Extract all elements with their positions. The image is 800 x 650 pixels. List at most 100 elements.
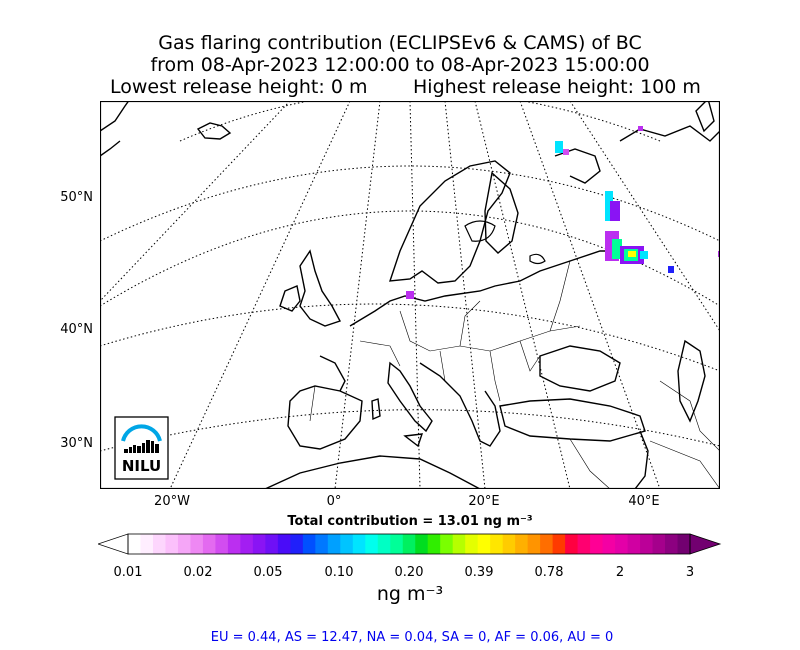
lowest-release-height: Lowest release height: 0 m — [110, 76, 368, 98]
coast-scandinavia — [388, 160, 511, 284]
colorbar-cell — [315, 534, 329, 554]
plume-west-siberia — [605, 191, 720, 273]
colorbar-cell — [477, 534, 491, 554]
coast-novaya — [695, 101, 715, 133]
colorbar-cell — [340, 534, 354, 554]
graticule-lon-0 — [334, 101, 381, 489]
title-line-2: from 08-Apr-2023 12:00:00 to 08-Apr-2023… — [150, 54, 650, 76]
graticule-lon-40 — [519, 101, 661, 489]
colorbar-cell — [390, 534, 404, 554]
colorbar-cell — [152, 534, 166, 554]
graticule-lat-30 — [100, 409, 720, 452]
colorbar-cell — [327, 534, 341, 554]
coast-sardinia — [371, 398, 381, 421]
colorbar-cell — [677, 534, 691, 554]
colorbar-cell — [665, 534, 678, 554]
logo-text: NILU — [122, 457, 161, 475]
title-line-1: Gas flaring contribution (ECLIPSEv6 & CA… — [158, 32, 642, 54]
colorbar-cell — [402, 534, 416, 554]
coast-france-west — [319, 355, 346, 392]
colorbar-cell — [490, 534, 504, 554]
colorbar-cell — [652, 534, 666, 554]
coast-balkans — [419, 362, 501, 447]
colorbar-cell — [627, 534, 641, 554]
colorbar-cell — [527, 534, 541, 554]
coast-finland — [484, 171, 519, 254]
coast-ireland — [279, 285, 301, 312]
coast-iberia — [287, 385, 363, 450]
colorbar-cell — [552, 534, 566, 554]
colorbar-unit: ng m⁻³ — [376, 583, 444, 605]
coast-british-isles — [299, 249, 342, 327]
colorbar-extend-high — [689, 533, 722, 555]
coast-iceland — [196, 122, 232, 140]
colorbar-tick-8: 3 — [685, 565, 695, 580]
colorbar-cell — [590, 534, 603, 554]
coast-europe-main — [349, 250, 620, 327]
lon-label-20e: 20°E — [468, 494, 500, 509]
graticule-lat-40 — [100, 303, 720, 372]
borders — [309, 260, 720, 489]
colorbar-cell — [540, 534, 554, 554]
regional-contributions: EU = 0.44, AS = 12.47, NA = 0.04, SA = 0… — [210, 630, 614, 645]
graticule-lat-70 — [179, 101, 661, 142]
coast-greenland — [100, 101, 130, 157]
colorbar-cell — [577, 534, 591, 554]
coast-italy — [387, 361, 433, 433]
coast-white-sea — [554, 148, 601, 184]
graticule-lon-30 — [474, 101, 571, 489]
colorbar-cell — [190, 534, 204, 554]
colorbar-extend-low — [98, 533, 129, 555]
colorbar-cell — [128, 534, 141, 554]
lat-label-30: 30°N — [60, 436, 93, 451]
colorbar-cell — [177, 534, 191, 554]
lat-label-40: 40°N — [60, 322, 93, 337]
colorbar-cell — [465, 534, 479, 554]
colorbar-cell — [215, 534, 229, 554]
lat-label-50: 50°N — [60, 190, 93, 205]
colorbar-cell — [565, 534, 578, 554]
plume-denmark — [406, 291, 414, 299]
lon-label-20w: 20°W — [154, 494, 190, 509]
colorbar-tick-0: 0.01 — [113, 565, 143, 580]
coast-caspian — [677, 339, 706, 423]
colorbar-cell — [240, 534, 254, 554]
lakes — [464, 220, 546, 265]
colorbar-cell — [265, 534, 279, 554]
colorbar-cell — [615, 534, 628, 554]
colorbar-cell — [202, 534, 216, 554]
colorbar-tick-5: 0.39 — [464, 565, 494, 580]
colorbar-tick-4: 0.20 — [394, 565, 424, 580]
map-frame — [100, 101, 720, 489]
colorbar-cell — [277, 534, 291, 554]
colorbar-cell — [502, 534, 516, 554]
map-panel: NILU — [100, 101, 720, 489]
lon-label-0: 0° — [326, 494, 342, 509]
graticule-lon-20 — [444, 101, 486, 489]
colorbar — [98, 533, 722, 555]
colorbar-cells — [128, 534, 691, 554]
lon-label-40e: 40°E — [628, 494, 660, 509]
coast-turkey — [499, 398, 646, 442]
colorbar-cell — [290, 534, 304, 554]
colorbar-cell — [252, 534, 266, 554]
colorbar-cell — [352, 534, 366, 554]
graticule-lat-60 — [100, 165, 720, 242]
colorbar-cell — [365, 534, 379, 554]
colorbar-cell — [302, 534, 316, 554]
colorbar-cell — [427, 534, 441, 554]
colorbar-frame — [127, 533, 691, 555]
colorbar-cell — [227, 534, 241, 554]
graticule-lon-m10 — [169, 101, 351, 489]
graticule-lon-50 — [569, 101, 720, 332]
nilu-logo: NILU — [114, 416, 169, 480]
colorbar-cell — [415, 534, 429, 554]
colorbar-cell — [640, 534, 653, 554]
colorbar-cell — [377, 534, 391, 554]
total-contribution: Total contribution = 13.01 ng m⁻³ — [287, 514, 533, 529]
coast-levant — [634, 430, 649, 489]
colorbar-tick-2: 0.05 — [253, 565, 283, 580]
coast-black-sea — [539, 345, 621, 392]
colorbar-cell — [515, 534, 529, 554]
highest-release-height: Highest release height: 100 m — [413, 76, 701, 98]
